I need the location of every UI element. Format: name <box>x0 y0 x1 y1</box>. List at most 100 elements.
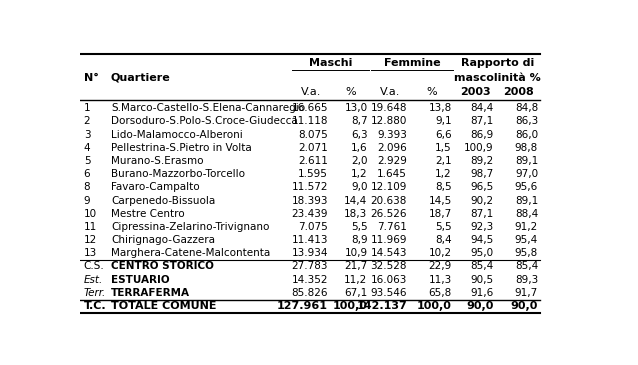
Text: 92,3: 92,3 <box>470 222 494 232</box>
Text: 13: 13 <box>84 248 97 258</box>
Text: 18,7: 18,7 <box>428 209 452 219</box>
Text: 6,6: 6,6 <box>435 130 452 139</box>
Text: 100,9: 100,9 <box>464 143 494 153</box>
Text: CENTRO STORICO: CENTRO STORICO <box>111 261 214 272</box>
Text: 3: 3 <box>84 130 91 139</box>
Text: 11,3: 11,3 <box>428 275 452 285</box>
Text: 8.075: 8.075 <box>298 130 328 139</box>
Text: 6: 6 <box>84 169 91 179</box>
Text: Murano-S.Erasmo: Murano-S.Erasmo <box>111 156 204 166</box>
Text: 18,3: 18,3 <box>345 209 367 219</box>
Text: 11.118: 11.118 <box>292 116 328 126</box>
Text: 9: 9 <box>84 196 91 205</box>
Text: 86,9: 86,9 <box>470 130 494 139</box>
Text: TOTALE COMUNE: TOTALE COMUNE <box>111 301 216 311</box>
Text: Dorsoduro-S.Polo-S.Croce-Giudecca: Dorsoduro-S.Polo-S.Croce-Giudecca <box>111 116 298 126</box>
Text: 2003: 2003 <box>460 87 491 97</box>
Text: 1,6: 1,6 <box>351 143 367 153</box>
Text: 85.826: 85.826 <box>292 288 328 298</box>
Text: Maschi: Maschi <box>309 58 352 69</box>
Text: 90,0: 90,0 <box>466 301 494 311</box>
Text: 85,4: 85,4 <box>515 261 538 272</box>
Text: 93.546: 93.546 <box>371 288 407 298</box>
Text: 16.063: 16.063 <box>371 275 407 285</box>
Text: T.C.: T.C. <box>84 301 107 311</box>
Text: Cipressina-Zelarino-Trivignano: Cipressina-Zelarino-Trivignano <box>111 222 269 232</box>
Text: 12.880: 12.880 <box>371 116 407 126</box>
Text: Quartiere: Quartiere <box>111 73 170 82</box>
Text: 127.961: 127.961 <box>277 301 328 311</box>
Text: 9,1: 9,1 <box>435 116 452 126</box>
Text: 10,2: 10,2 <box>429 248 452 258</box>
Text: 67,1: 67,1 <box>345 288 367 298</box>
Text: 5,5: 5,5 <box>435 222 452 232</box>
Text: 89,3: 89,3 <box>515 275 538 285</box>
Text: S.Marco-Castello-S.Elena-Cannaregio: S.Marco-Castello-S.Elena-Cannaregio <box>111 103 305 113</box>
Text: 1,2: 1,2 <box>351 169 367 179</box>
Text: 2.611: 2.611 <box>298 156 328 166</box>
Text: 8,9: 8,9 <box>351 235 367 245</box>
Text: 4: 4 <box>84 143 91 153</box>
Text: Favaro-Campalto: Favaro-Campalto <box>111 182 200 192</box>
Text: TERRAFERMA: TERRAFERMA <box>111 288 190 298</box>
Text: 1,5: 1,5 <box>435 143 452 153</box>
Text: 7.075: 7.075 <box>298 222 328 232</box>
Text: 11.413: 11.413 <box>292 235 328 245</box>
Text: 1.645: 1.645 <box>377 169 407 179</box>
Text: 86,3: 86,3 <box>515 116 538 126</box>
Text: 2.096: 2.096 <box>377 143 407 153</box>
Text: 22,9: 22,9 <box>428 261 452 272</box>
Text: Rapporto di: Rapporto di <box>461 58 534 69</box>
Text: 5: 5 <box>84 156 91 166</box>
Text: 95,0: 95,0 <box>470 248 494 258</box>
Text: 90,5: 90,5 <box>470 275 494 285</box>
Text: 95,8: 95,8 <box>515 248 538 258</box>
Text: Pellestrina-S.Pietro in Volta: Pellestrina-S.Pietro in Volta <box>111 143 251 153</box>
Text: 10,9: 10,9 <box>345 248 367 258</box>
Text: 32.528: 32.528 <box>371 261 407 272</box>
Text: 91,2: 91,2 <box>515 222 538 232</box>
Text: 6,3: 6,3 <box>351 130 367 139</box>
Text: 8: 8 <box>84 182 91 192</box>
Text: 1,2: 1,2 <box>435 169 452 179</box>
Text: 12: 12 <box>84 235 97 245</box>
Text: 12.109: 12.109 <box>371 182 407 192</box>
Text: 88,4: 88,4 <box>515 209 538 219</box>
Text: 21,7: 21,7 <box>345 261 367 272</box>
Text: 14.543: 14.543 <box>371 248 407 258</box>
Text: 26.526: 26.526 <box>371 209 407 219</box>
Text: 16.665: 16.665 <box>292 103 328 113</box>
Text: 87,1: 87,1 <box>470 209 494 219</box>
Text: %: % <box>345 87 356 97</box>
Text: 11: 11 <box>84 222 97 232</box>
Text: 8,4: 8,4 <box>435 235 452 245</box>
Text: 85,4: 85,4 <box>470 261 494 272</box>
Text: 20.638: 20.638 <box>371 196 407 205</box>
Text: 84,8: 84,8 <box>515 103 538 113</box>
Text: ESTUARIO: ESTUARIO <box>111 275 170 285</box>
Text: 142.137: 142.137 <box>357 301 407 311</box>
Text: 2,1: 2,1 <box>435 156 452 166</box>
Text: Mestre Centro: Mestre Centro <box>111 209 184 219</box>
Text: 87,1: 87,1 <box>470 116 494 126</box>
Text: V.a.: V.a. <box>300 87 321 97</box>
Text: C.S.: C.S. <box>84 261 105 272</box>
Text: 1.595: 1.595 <box>298 169 328 179</box>
Text: Est.: Est. <box>84 275 103 285</box>
Text: 95,6: 95,6 <box>515 182 538 192</box>
Text: Carpenedo-Bissuola: Carpenedo-Bissuola <box>111 196 215 205</box>
Text: 89,1: 89,1 <box>515 156 538 166</box>
Text: 11.969: 11.969 <box>371 235 407 245</box>
Text: 10: 10 <box>84 209 97 219</box>
Text: 91,6: 91,6 <box>470 288 494 298</box>
Text: 86,0: 86,0 <box>515 130 538 139</box>
Text: 94,5: 94,5 <box>470 235 494 245</box>
Text: 95,4: 95,4 <box>515 235 538 245</box>
Text: Chirignago-Gazzera: Chirignago-Gazzera <box>111 235 215 245</box>
Text: 14,4: 14,4 <box>345 196 367 205</box>
Text: 13,0: 13,0 <box>345 103 367 113</box>
Text: 2: 2 <box>84 116 91 126</box>
Text: 100,0: 100,0 <box>417 301 452 311</box>
Text: 96,5: 96,5 <box>470 182 494 192</box>
Text: Marghera-Catene-Malcontenta: Marghera-Catene-Malcontenta <box>111 248 270 258</box>
